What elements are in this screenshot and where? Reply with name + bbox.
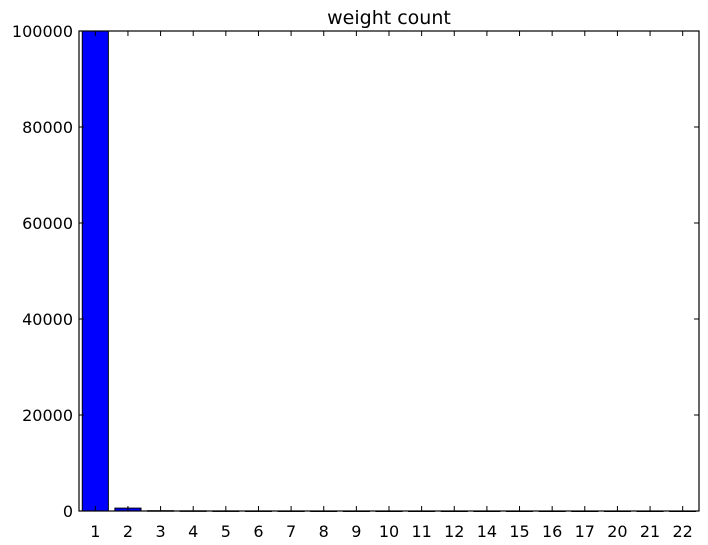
x-tick-label-5: 5 <box>221 522 231 541</box>
plot-frame <box>78 30 700 512</box>
x-tick-label-8: 8 <box>319 522 329 541</box>
x-tick-label-9: 9 <box>351 522 361 541</box>
x-tick-label-22: 22 <box>673 522 693 541</box>
x-tick-label-4: 4 <box>188 522 198 541</box>
y-tick-label-20000: 20000 <box>22 406 73 425</box>
bar-1 <box>81 30 109 512</box>
x-tick-label-2: 2 <box>123 522 133 541</box>
x-tick-label-12: 12 <box>444 522 464 541</box>
x-axis: 1 2 3 4 5 6 7 8 9 10 11 12 14 15 16 17 20 21 22 <box>90 31 693 541</box>
x-tick-label-20: 20 <box>607 522 627 541</box>
y-tick-label-60000: 60000 <box>22 214 73 233</box>
y-tick-label-0: 0 <box>63 502 73 521</box>
x-tick-label-1: 1 <box>90 522 100 541</box>
x-tick-label-14: 14 <box>477 522 497 541</box>
x-tick-label-16: 16 <box>542 522 562 541</box>
y-tick-label-80000: 80000 <box>22 118 73 137</box>
y-tick-label-100000: 100000 <box>12 22 73 41</box>
x-tick-label-6: 6 <box>253 522 263 541</box>
chart-title: weight count <box>327 7 451 29</box>
y-axis: 0 20000 40000 60000 80000 100000 <box>12 22 699 521</box>
x-tick-label-10: 10 <box>379 522 399 541</box>
x-tick-label-11: 11 <box>411 522 431 541</box>
x-tick-label-3: 3 <box>155 522 165 541</box>
x-tick-label-15: 15 <box>509 522 529 541</box>
x-tick-label-7: 7 <box>286 522 296 541</box>
y-tick-label-40000: 40000 <box>22 310 73 329</box>
x-tick-label-21: 21 <box>640 522 660 541</box>
bars-group <box>81 30 697 512</box>
x-tick-label-17: 17 <box>575 522 595 541</box>
